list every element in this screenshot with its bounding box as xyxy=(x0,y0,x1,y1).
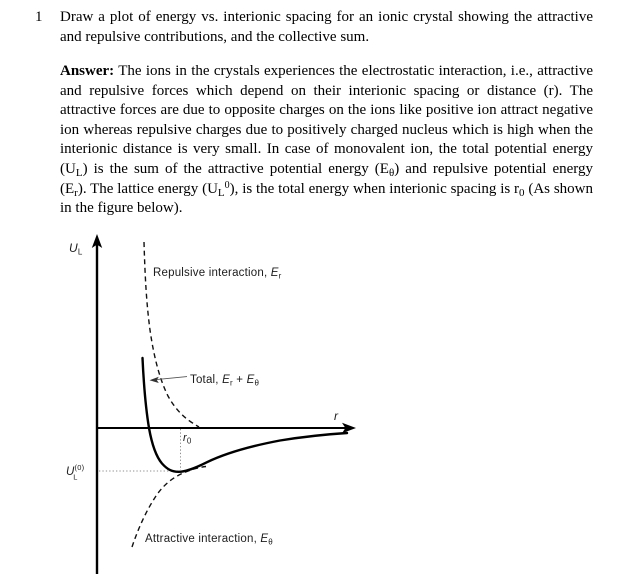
total-label-arrow-icon xyxy=(149,376,159,383)
x-axis-arrow-icon xyxy=(342,422,356,434)
subscript-theta: θ xyxy=(388,166,395,179)
y-axis-label: UL xyxy=(69,241,83,257)
subscript-L: L xyxy=(75,166,83,179)
answer-label: Answer: xyxy=(60,63,115,79)
answer-text-segment: The ions in the crystals experiences the… xyxy=(60,63,593,177)
answer-text-segment: ) and repulsive potential energy (E xyxy=(60,160,593,197)
r0-marker-label: r0 xyxy=(183,432,192,446)
subscript-r: r xyxy=(74,186,78,199)
energy-vs-spacing-figure: UL Repulsive interaction, Er Total, Er +… xyxy=(60,232,380,574)
y-axis-arrow-icon xyxy=(91,234,103,248)
subscript-0: 0 xyxy=(519,186,525,199)
answer-paragraph: Answer: The ions in the crystals experie… xyxy=(60,62,593,219)
x-axis-label: r xyxy=(334,409,339,423)
attractive-curve-label: Attractive interaction, Eθ xyxy=(145,533,273,547)
superscript-0: 0 xyxy=(224,179,230,191)
question-block: 1 Draw a plot of energy vs. interionic s… xyxy=(35,8,593,47)
answer-text-segment: ), is the total energy when interionic s… xyxy=(229,180,520,197)
total-energy-curve xyxy=(141,356,349,474)
answer-text-segment: ). The lattice energy (U xyxy=(77,180,218,197)
answer-text-segment: (As shown in the figure below). xyxy=(60,180,593,217)
attractive-curve xyxy=(131,465,207,548)
ul0-marker-label: U(0) L xyxy=(66,463,85,482)
total-curve-label: Total, Er + Eθ xyxy=(190,374,259,388)
subscript-L: L xyxy=(217,186,225,199)
repulsive-curve-label: Repulsive interaction, Er xyxy=(153,267,282,281)
question-number: 1 xyxy=(35,9,43,25)
answer-text-segment: ) is the sum of the attractive potential… xyxy=(82,160,389,177)
question-text: Draw a plot of energy vs. interionic spa… xyxy=(60,9,593,45)
total-label-leader-line xyxy=(156,376,188,381)
